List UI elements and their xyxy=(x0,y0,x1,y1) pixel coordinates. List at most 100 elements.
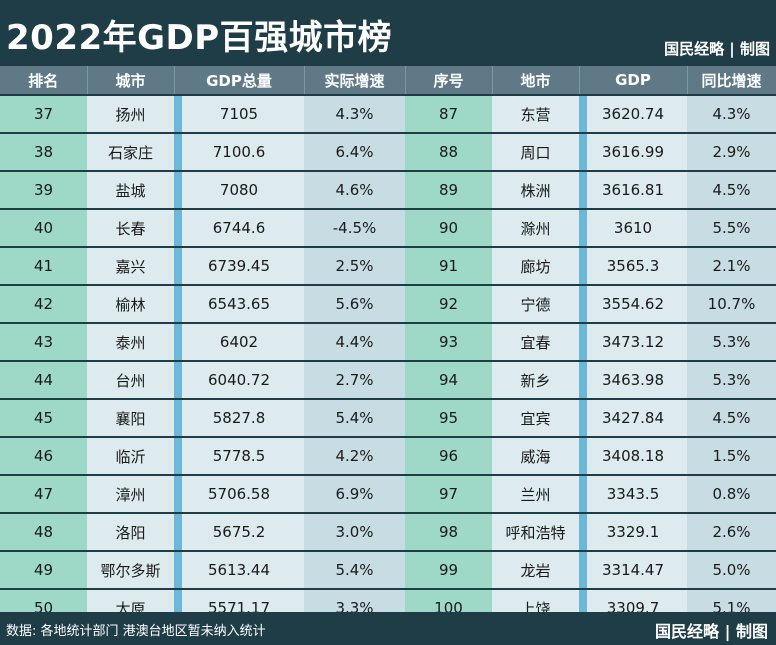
header-prefecture: 地市 xyxy=(492,66,580,95)
city-cell: 洛阳 xyxy=(87,512,174,551)
gdp-cell: 6402 xyxy=(174,322,304,361)
city-cell: 泰州 xyxy=(87,322,174,361)
gdp-cell: 3343.5 xyxy=(579,474,687,513)
seq-cell: 96 xyxy=(405,436,492,475)
prefecture-cell: 龙岩 xyxy=(492,550,579,589)
prefecture-cell: 周口 xyxy=(492,132,579,171)
yoy-growth-cell: 4.3% xyxy=(687,94,776,133)
growth-cell: 5.4% xyxy=(304,398,405,437)
header: 2022年GDP百强城市榜 国民经略 | 制图 xyxy=(0,0,776,66)
rank-cell: 49 xyxy=(0,550,87,589)
rank-cell: 37 xyxy=(0,94,87,133)
table-row: 46 临沂 5778.5 4.2% 96 威海 3408.18 1.5% xyxy=(0,436,776,475)
city-cell: 鄂尔多斯 xyxy=(87,550,174,589)
gdp-cell: 3616.99 xyxy=(579,132,687,171)
city-cell: 长春 xyxy=(87,208,174,247)
gdp-cell: 7105 xyxy=(174,94,304,133)
city-cell: 襄阳 xyxy=(87,398,174,437)
growth-cell: 5.6% xyxy=(304,284,405,323)
seq-cell: 99 xyxy=(405,550,492,589)
gdp-cell: 3473.12 xyxy=(579,322,687,361)
header-yoy-growth: 同比增速 xyxy=(687,66,776,95)
seq-cell: 93 xyxy=(405,322,492,361)
table-row: 45 襄阳 5827.8 5.4% 95 宜宾 3427.84 4.5% xyxy=(0,398,776,437)
header-growth: 实际增速 xyxy=(304,66,406,95)
footer-brand-label: 国民经略 | 制图 xyxy=(655,622,768,641)
header-gdp-total: GDP总量 xyxy=(174,66,305,95)
city-cell: 盐城 xyxy=(87,170,174,209)
table-row: 38 石家庄 7100.6 6.4% 88 周口 3616.99 2.9% xyxy=(0,132,776,171)
gdp-cell: 3329.1 xyxy=(579,512,687,551)
table-row: 47 漳州 5706.58 6.9% 97 兰州 3343.5 0.8% xyxy=(0,474,776,513)
gdp-cell: 3616.81 xyxy=(579,170,687,209)
yoy-growth-cell: 4.5% xyxy=(687,398,776,437)
yoy-growth-cell: 2.9% xyxy=(687,132,776,171)
prefecture-cell: 威海 xyxy=(492,436,579,475)
prefecture-cell: 东营 xyxy=(492,94,579,133)
gdp-cell: 3314.47 xyxy=(579,550,687,589)
yoy-growth-cell: 10.7% xyxy=(687,284,776,323)
city-cell: 榆林 xyxy=(87,284,174,323)
gdp-cell: 3463.98 xyxy=(579,360,687,399)
table-row: 43 泰州 6402 4.4% 93 宜春 3473.12 5.3% xyxy=(0,322,776,361)
seq-cell: 90 xyxy=(405,208,492,247)
growth-cell: 4.4% xyxy=(304,322,405,361)
city-cell: 漳州 xyxy=(87,474,174,513)
table-header-row: 排名 城市 GDP总量 实际增速 序号 地市 GDP 同比增速 xyxy=(0,66,776,95)
gdp-cell: 5827.8 xyxy=(174,398,304,437)
seq-cell: 87 xyxy=(405,94,492,133)
seq-cell: 88 xyxy=(405,132,492,171)
growth-cell: 5.4% xyxy=(304,550,405,589)
prefecture-cell: 兰州 xyxy=(492,474,579,513)
prefecture-cell: 株洲 xyxy=(492,170,579,209)
growth-cell: -4.5% xyxy=(304,208,405,247)
yoy-growth-cell: 0.8% xyxy=(687,474,776,513)
prefecture-cell: 呼和浩特 xyxy=(492,512,579,551)
yoy-growth-cell: 5.3% xyxy=(687,360,776,399)
table-row: 41 嘉兴 6739.45 2.5% 91 廊坊 3565.3 2.1% xyxy=(0,246,776,285)
rank-cell: 38 xyxy=(0,132,87,171)
gdp-cell: 7100.6 xyxy=(174,132,304,171)
table-row: 48 洛阳 5675.2 3.0% 98 呼和浩特 3329.1 2.6% xyxy=(0,512,776,551)
yoy-growth-cell: 1.5% xyxy=(687,436,776,475)
city-cell: 石家庄 xyxy=(87,132,174,171)
seq-cell: 91 xyxy=(405,246,492,285)
growth-cell: 4.6% xyxy=(304,170,405,209)
rank-cell: 40 xyxy=(0,208,87,247)
gdp-cell: 3554.62 xyxy=(579,284,687,323)
gdp-cell: 5706.58 xyxy=(174,474,304,513)
gdp-cell: 3565.3 xyxy=(579,246,687,285)
table-row: 42 榆林 6543.65 5.6% 92 宁德 3554.62 10.7% xyxy=(0,284,776,323)
gdp-cell: 6040.72 xyxy=(174,360,304,399)
city-cell: 嘉兴 xyxy=(87,246,174,285)
prefecture-cell: 宁德 xyxy=(492,284,579,323)
header-gdp: GDP xyxy=(579,66,688,95)
header-rank: 排名 xyxy=(0,66,88,95)
growth-cell: 2.5% xyxy=(304,246,405,285)
gdp-cell: 3408.18 xyxy=(579,436,687,475)
growth-cell: 6.4% xyxy=(304,132,405,171)
brand-label: 国民经略 | 制图 xyxy=(664,40,770,58)
yoy-growth-cell: 5.3% xyxy=(687,322,776,361)
gdp-cell: 6739.45 xyxy=(174,246,304,285)
seq-cell: 98 xyxy=(405,512,492,551)
gdp-cell: 3427.84 xyxy=(579,398,687,437)
seq-cell: 89 xyxy=(405,170,492,209)
prefecture-cell: 新乡 xyxy=(492,360,579,399)
header-seq: 序号 xyxy=(405,66,493,95)
rank-cell: 42 xyxy=(0,284,87,323)
seq-cell: 97 xyxy=(405,474,492,513)
city-cell: 扬州 xyxy=(87,94,174,133)
growth-cell: 4.3% xyxy=(304,94,405,133)
gdp-cell: 7080 xyxy=(174,170,304,209)
data-source-note: 数据: 各地统计部门 港澳台地区暂未纳入统计 xyxy=(6,624,266,639)
prefecture-cell: 廊坊 xyxy=(492,246,579,285)
footer: 数据: 各地统计部门 港澳台地区暂未纳入统计 国民经略 | 制图 xyxy=(0,612,776,645)
page-title: 2022年GDP百强城市榜 xyxy=(6,18,393,58)
table-row: 40 长春 6744.6 -4.5% 90 滁州 3610 5.5% xyxy=(0,208,776,247)
gdp-cell: 5613.44 xyxy=(174,550,304,589)
rank-cell: 48 xyxy=(0,512,87,551)
prefecture-cell: 宜宾 xyxy=(492,398,579,437)
growth-cell: 4.2% xyxy=(304,436,405,475)
rank-cell: 46 xyxy=(0,436,87,475)
